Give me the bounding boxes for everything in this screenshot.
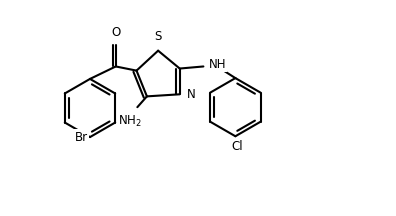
Text: Cl: Cl xyxy=(232,140,243,153)
Text: N: N xyxy=(187,88,196,101)
Text: NH$_2$: NH$_2$ xyxy=(118,114,142,129)
Text: S: S xyxy=(154,30,162,43)
Text: O: O xyxy=(111,26,120,39)
Text: NH: NH xyxy=(209,58,226,71)
Text: Br: Br xyxy=(75,131,88,144)
